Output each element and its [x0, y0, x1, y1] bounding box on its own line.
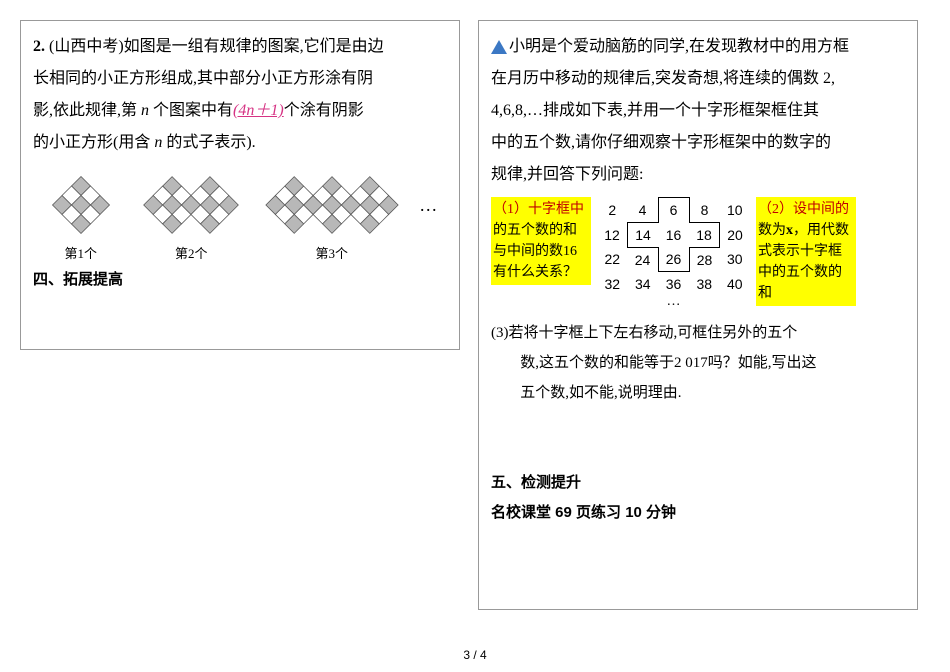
cell-framed: 6 [658, 198, 689, 223]
yb2-l2b: ，用代数 [793, 223, 849, 238]
table-row: 12 14 16 18 20 [597, 222, 750, 247]
diamond-pattern-1 [43, 167, 119, 243]
q2-source: (山西中考) [49, 38, 124, 55]
q3-l3: 五个数,如不能,说明理由. [520, 385, 681, 401]
question-3: (3)若将十字框上下左右移动,可框住另外的五个 数,这五个数的和能等于2 017… [491, 318, 905, 408]
q2-number: 2. [33, 38, 45, 55]
q3-l1: (3)若将十字框上下左右移动,可框住另外的五个 [491, 325, 797, 341]
table-ellipsis: … [591, 294, 756, 310]
yb1-l4: 么关系？ [521, 265, 577, 280]
section-5-title: 五、检测提升 [491, 468, 905, 498]
section-4-title: 四、拓展提高 [33, 268, 447, 289]
table-row: 32 34 36 38 40 [597, 272, 750, 297]
yellow-box-1: （1）十字框中的五个数的和与中间的数16有什么关系？ [491, 197, 591, 285]
number-table-wrap: 2 4 6 8 10 12 14 16 18 20 22 [591, 197, 756, 310]
cell-framed: 26 [658, 247, 689, 272]
cell: 40 [720, 272, 751, 297]
cell-framed: 18 [689, 222, 720, 247]
q3-l2: 数,这五个数的和能等于2 017吗？如能,写出这 [520, 355, 816, 371]
cell-center: 16 [658, 222, 689, 247]
cell: 4 [628, 198, 659, 223]
intro-l3: 4,6,8,…排成如下表,并用一个十字形框架框住其 [491, 102, 819, 119]
cell: 12 [597, 222, 628, 247]
q2-l4b: 的式子表示). [162, 134, 255, 151]
q2-l3a: 影,依此规律,第 [33, 102, 141, 119]
yb2-x: x [786, 223, 793, 238]
diamond-pattern-3 [264, 167, 400, 243]
yb2-l4: 中的五个数的 [758, 265, 842, 280]
diagram-3: 第3个 [264, 167, 400, 262]
yb2-l1: （2）设中间的 [758, 202, 849, 217]
yb2-l2a: 数为 [758, 223, 786, 238]
triangle-icon [491, 40, 507, 54]
diagram-1-label: 第1个 [64, 243, 97, 262]
xiaoming-intro: 小明是个爱动脑筋的同学,在发现教材中的用方框 在月历中移动的规律后,突发奇想,将… [491, 31, 905, 191]
cell: 2 [597, 198, 628, 223]
diagram-1: 第1个 [43, 167, 119, 262]
cell: 22 [597, 247, 628, 272]
cross-section: （1）十字框中的五个数的和与中间的数16有什么关系？ 2 4 6 8 10 12… [491, 197, 905, 310]
question-2: 2. (山西中考)如图是一组有规律的图案,它们是由边 长相同的小正方形组成,其中… [33, 31, 447, 159]
intro-l5: 规律,并回答下列问题: [491, 166, 643, 183]
q2-n1: n [141, 102, 149, 119]
cell: 24 [628, 247, 659, 272]
yb2-l3: 式表示十字框 [758, 244, 842, 259]
cell: 34 [628, 272, 659, 297]
yb2-l5: 和 [758, 286, 772, 301]
number-table: 2 4 6 8 10 12 14 16 18 20 22 [597, 197, 750, 296]
cell: 28 [689, 247, 720, 272]
cell: 36 [658, 272, 689, 297]
intro-l2: 在月历中移动的规律后,突发奇想,将连续的偶数 2, [491, 70, 835, 87]
q2-l3c: 个涂有阴影 [284, 102, 364, 119]
cell: 8 [689, 198, 720, 223]
q2-l1: 如图是一组有规律的图案,它们是由边 [124, 38, 384, 55]
page-container: 2. (山西中考)如图是一组有规律的图案,它们是由边 长相同的小正方形组成,其中… [20, 20, 930, 610]
cell: 30 [720, 247, 751, 272]
cell: 10 [720, 198, 751, 223]
left-column: 2. (山西中考)如图是一组有规律的图案,它们是由边 长相同的小正方形组成,其中… [20, 20, 460, 350]
cell: 38 [689, 272, 720, 297]
diagram-row: 第1个 第2个 第3个 … [33, 167, 447, 262]
cell-framed: 14 [628, 222, 659, 247]
cell: 20 [720, 222, 751, 247]
page-number: 3 / 4 [463, 648, 486, 662]
table-row: 22 24 26 28 30 [597, 247, 750, 272]
yellow-box-2: （2）设中间的数为x，用代数式表示十字框中的五个数的和 [756, 197, 856, 306]
yb1-l1: （1）十字框中 [493, 202, 584, 217]
q2-formula: (4n＋1) [233, 102, 284, 119]
homework-text: 名校课堂 69 页练习 10 分钟 [491, 498, 905, 528]
q2-l4a: 的小正方形(用含 [33, 134, 154, 151]
q2-l3b: 个图案中有 [149, 102, 233, 119]
cell: 32 [597, 272, 628, 297]
intro-l1: 小明是个爱动脑筋的同学,在发现教材中的用方框 [509, 38, 849, 55]
q2-l2: 长相同的小正方形组成,其中部分小正方形涂有阴 [33, 70, 373, 87]
diagram-3-label: 第3个 [315, 243, 348, 262]
diagram-ellipsis: … [419, 195, 437, 234]
intro-l4: 中的五个数,请你仔细观察十字形框架中的数字的 [491, 134, 831, 151]
diamond-pattern-2 [138, 167, 244, 243]
diagram-2: 第2个 [138, 167, 244, 262]
diagram-2-label: 第2个 [175, 243, 208, 262]
table-row: 2 4 6 8 10 [597, 198, 750, 223]
footer-section: 五、检测提升 名校课堂 69 页练习 10 分钟 [491, 468, 905, 528]
right-column: 小明是个爱动脑筋的同学,在发现教材中的用方框 在月历中移动的规律后,突发奇想,将… [478, 20, 918, 610]
